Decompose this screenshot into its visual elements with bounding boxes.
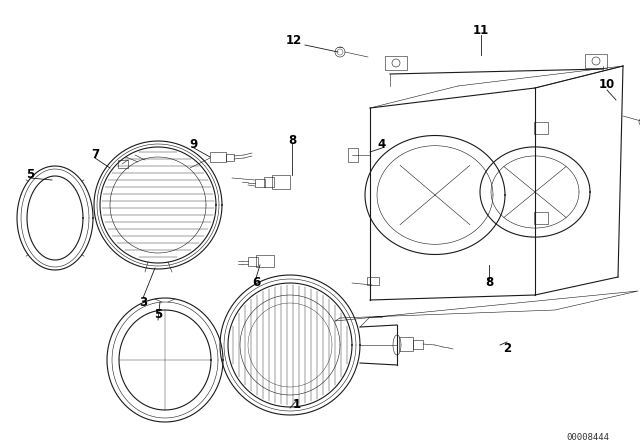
Text: 11: 11	[473, 23, 489, 36]
Text: 2: 2	[503, 341, 511, 354]
Text: 9: 9	[190, 138, 198, 151]
Bar	[385, 56, 407, 70]
Bar	[226, 154, 234, 161]
Bar	[399, 337, 413, 351]
Text: 8: 8	[485, 276, 493, 289]
Text: 6: 6	[252, 276, 260, 289]
Bar	[255, 179, 265, 187]
Bar	[256, 255, 274, 267]
Bar	[413, 340, 423, 349]
Text: 8: 8	[288, 134, 296, 146]
Bar	[210, 152, 226, 162]
Bar	[585, 54, 607, 68]
Bar	[348, 148, 358, 162]
Bar	[248, 257, 258, 266]
Text: 4: 4	[378, 138, 386, 151]
Text: 5: 5	[26, 168, 34, 181]
Text: 7: 7	[91, 148, 99, 161]
Bar	[534, 122, 548, 134]
Polygon shape	[335, 291, 638, 321]
Bar	[272, 175, 290, 189]
Text: 5: 5	[154, 309, 162, 322]
Bar	[118, 160, 128, 168]
Text: 3: 3	[139, 297, 147, 310]
Text: 1: 1	[293, 399, 301, 412]
Text: 12: 12	[286, 34, 302, 47]
Text: 10: 10	[599, 78, 615, 91]
Bar	[367, 277, 379, 285]
Text: 00008444: 00008444	[566, 434, 609, 443]
Bar	[534, 212, 548, 224]
Bar	[264, 177, 274, 187]
